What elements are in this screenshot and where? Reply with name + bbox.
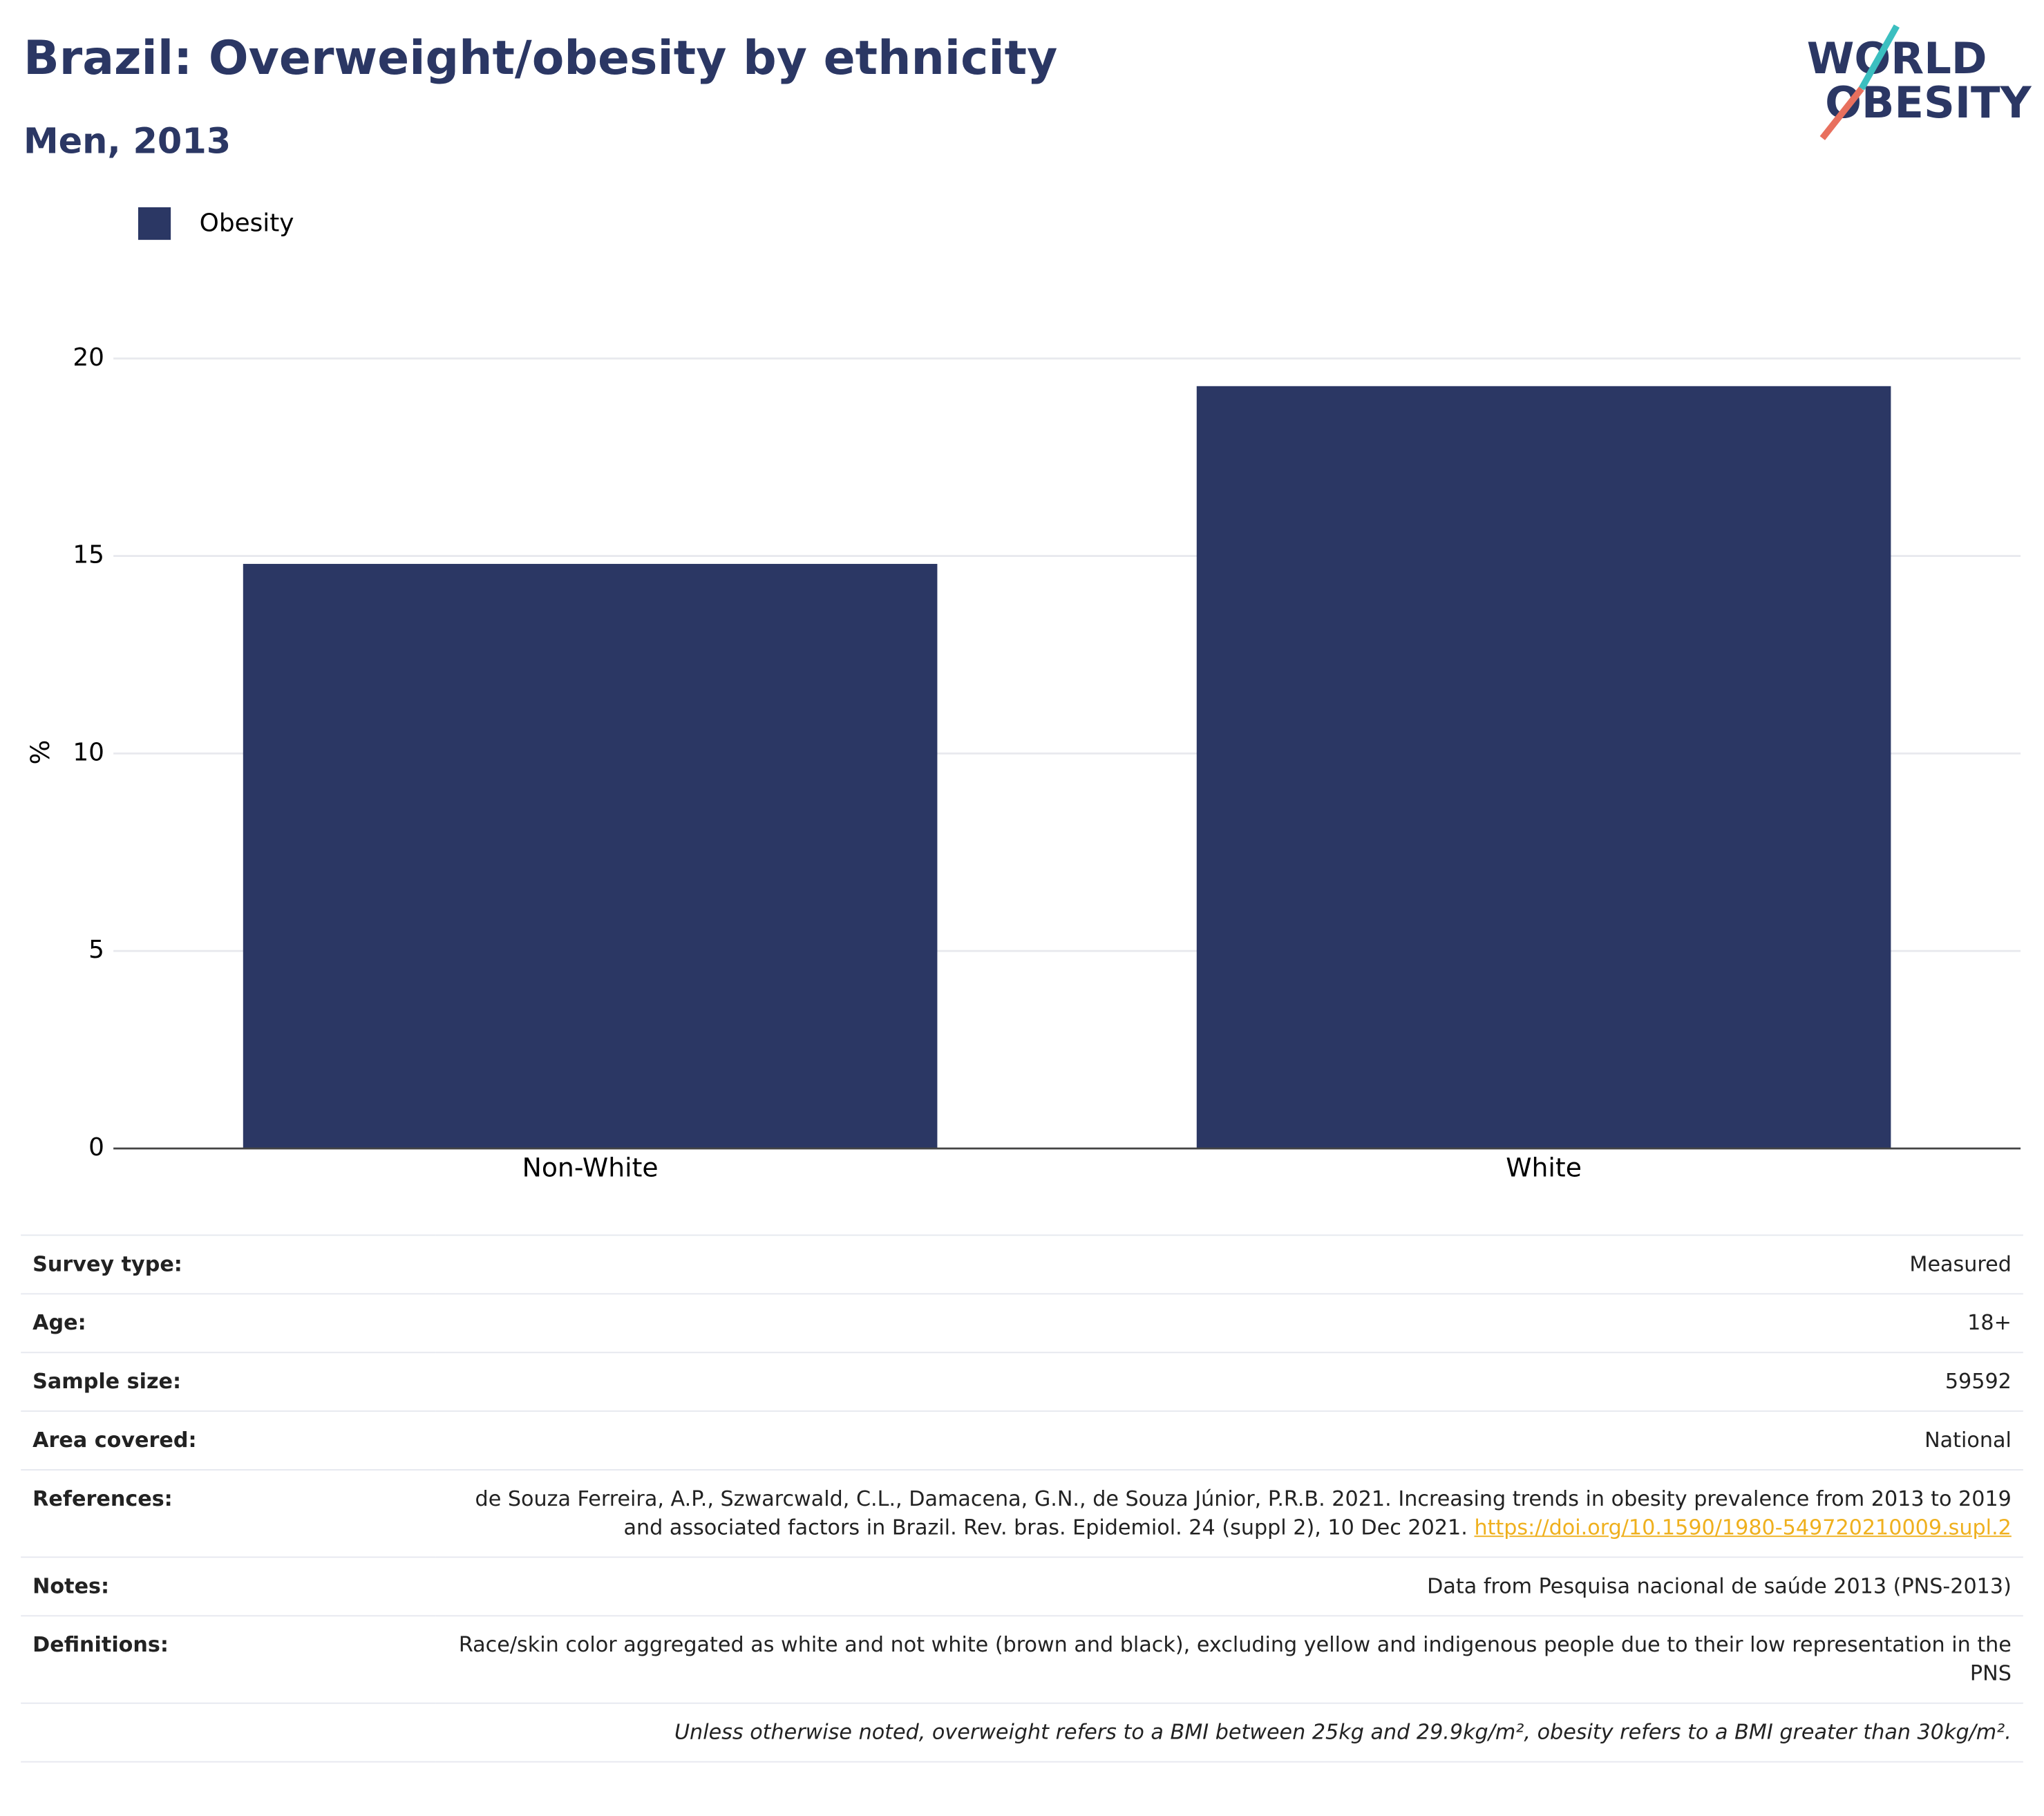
table-row: Sample size: 59592 [21, 1352, 2023, 1412]
y-tick-label: 10 [73, 738, 104, 766]
logo-text: WORLD [1807, 33, 1987, 84]
row-value: Race/skin color aggregated as white and … [435, 1616, 2023, 1704]
row-text: de Souza Ferreira, A.P., Szwarcwald, C.L… [475, 1486, 2012, 1540]
logo-slash [1858, 24, 1900, 91]
row-value: Data from Pesquisa nacional de saúde 201… [435, 1557, 2023, 1617]
row-text: Data from Pesquisa nacional de saúde 201… [1427, 1573, 2012, 1598]
row-label: References: [21, 1470, 436, 1558]
chart-subtitle: Men, 2013 [23, 122, 231, 162]
row-text: Measured [1909, 1251, 2012, 1276]
row-label: Sample size: [21, 1352, 436, 1412]
row-label [21, 1703, 436, 1763]
y-tick-label: 15 [73, 541, 104, 569]
table-row: Notes: Data from Pesquisa nacional de saú… [21, 1557, 2023, 1617]
row-label: Notes: [21, 1557, 436, 1617]
y-tick-label: 5 [88, 936, 104, 964]
y-tick-label: 20 [73, 343, 104, 372]
row-value: National [435, 1411, 2023, 1470]
row-value: 59592 [435, 1352, 2023, 1412]
row-text: National [1924, 1427, 2012, 1453]
table-row: Unless otherwise noted, overweight refer… [21, 1703, 2023, 1763]
chart-title: Brazil: Overweight/obesity by ethnicity [23, 31, 1057, 86]
x-tick-label: Non-White [522, 1153, 659, 1183]
table-row: Age: 18+ [21, 1294, 2023, 1354]
logo-text: OBESITY [1825, 77, 2032, 128]
chart: Brazil: Overweight/obesity by ethnicity … [23, 24, 2032, 1183]
bar [1196, 386, 1891, 1149]
row-value: Measured [435, 1234, 2023, 1295]
y-tick-label: 0 [88, 1133, 104, 1162]
legend-swatch [138, 207, 171, 240]
x-tick-label: White [1506, 1153, 1582, 1183]
row-label: Area covered: [21, 1411, 436, 1470]
bar [243, 564, 938, 1149]
row-value: de Souza Ferreira, A.P., Szwarcwald, C.L… [435, 1470, 2023, 1558]
logo-slash [1819, 86, 1864, 140]
table-row: References: de Souza Ferreira, A.P., Szwa… [21, 1470, 2023, 1558]
row-text: 59592 [1944, 1368, 2012, 1394]
row-value: 18+ [435, 1294, 2023, 1354]
logo: WORLD OBESITY [1807, 24, 2032, 140]
table-row: Definitions: Race/skin color aggregated a… [21, 1616, 2023, 1704]
info-table: Survey type: Measured Age: 18+ Sample size: 5… [21, 1234, 2023, 1763]
table-row: Area covered: National [21, 1411, 2023, 1470]
y-axis-label: % [25, 740, 55, 765]
legend-label: Obesity [200, 209, 294, 237]
row-label: Age: [21, 1294, 436, 1354]
row-label: Definitions: [21, 1616, 436, 1704]
row-label: Survey type: [21, 1234, 436, 1295]
row-text: Race/skin color aggregated as white and … [458, 1631, 2012, 1686]
footnote: Unless otherwise noted, overweight refer… [435, 1703, 2023, 1763]
reference-link[interactable]: https://doi.org/10.1590/1980-54972021000… [1474, 1515, 2012, 1540]
row-text: 18+ [1967, 1309, 2012, 1335]
table-row: Survey type: Measured [21, 1234, 2023, 1295]
